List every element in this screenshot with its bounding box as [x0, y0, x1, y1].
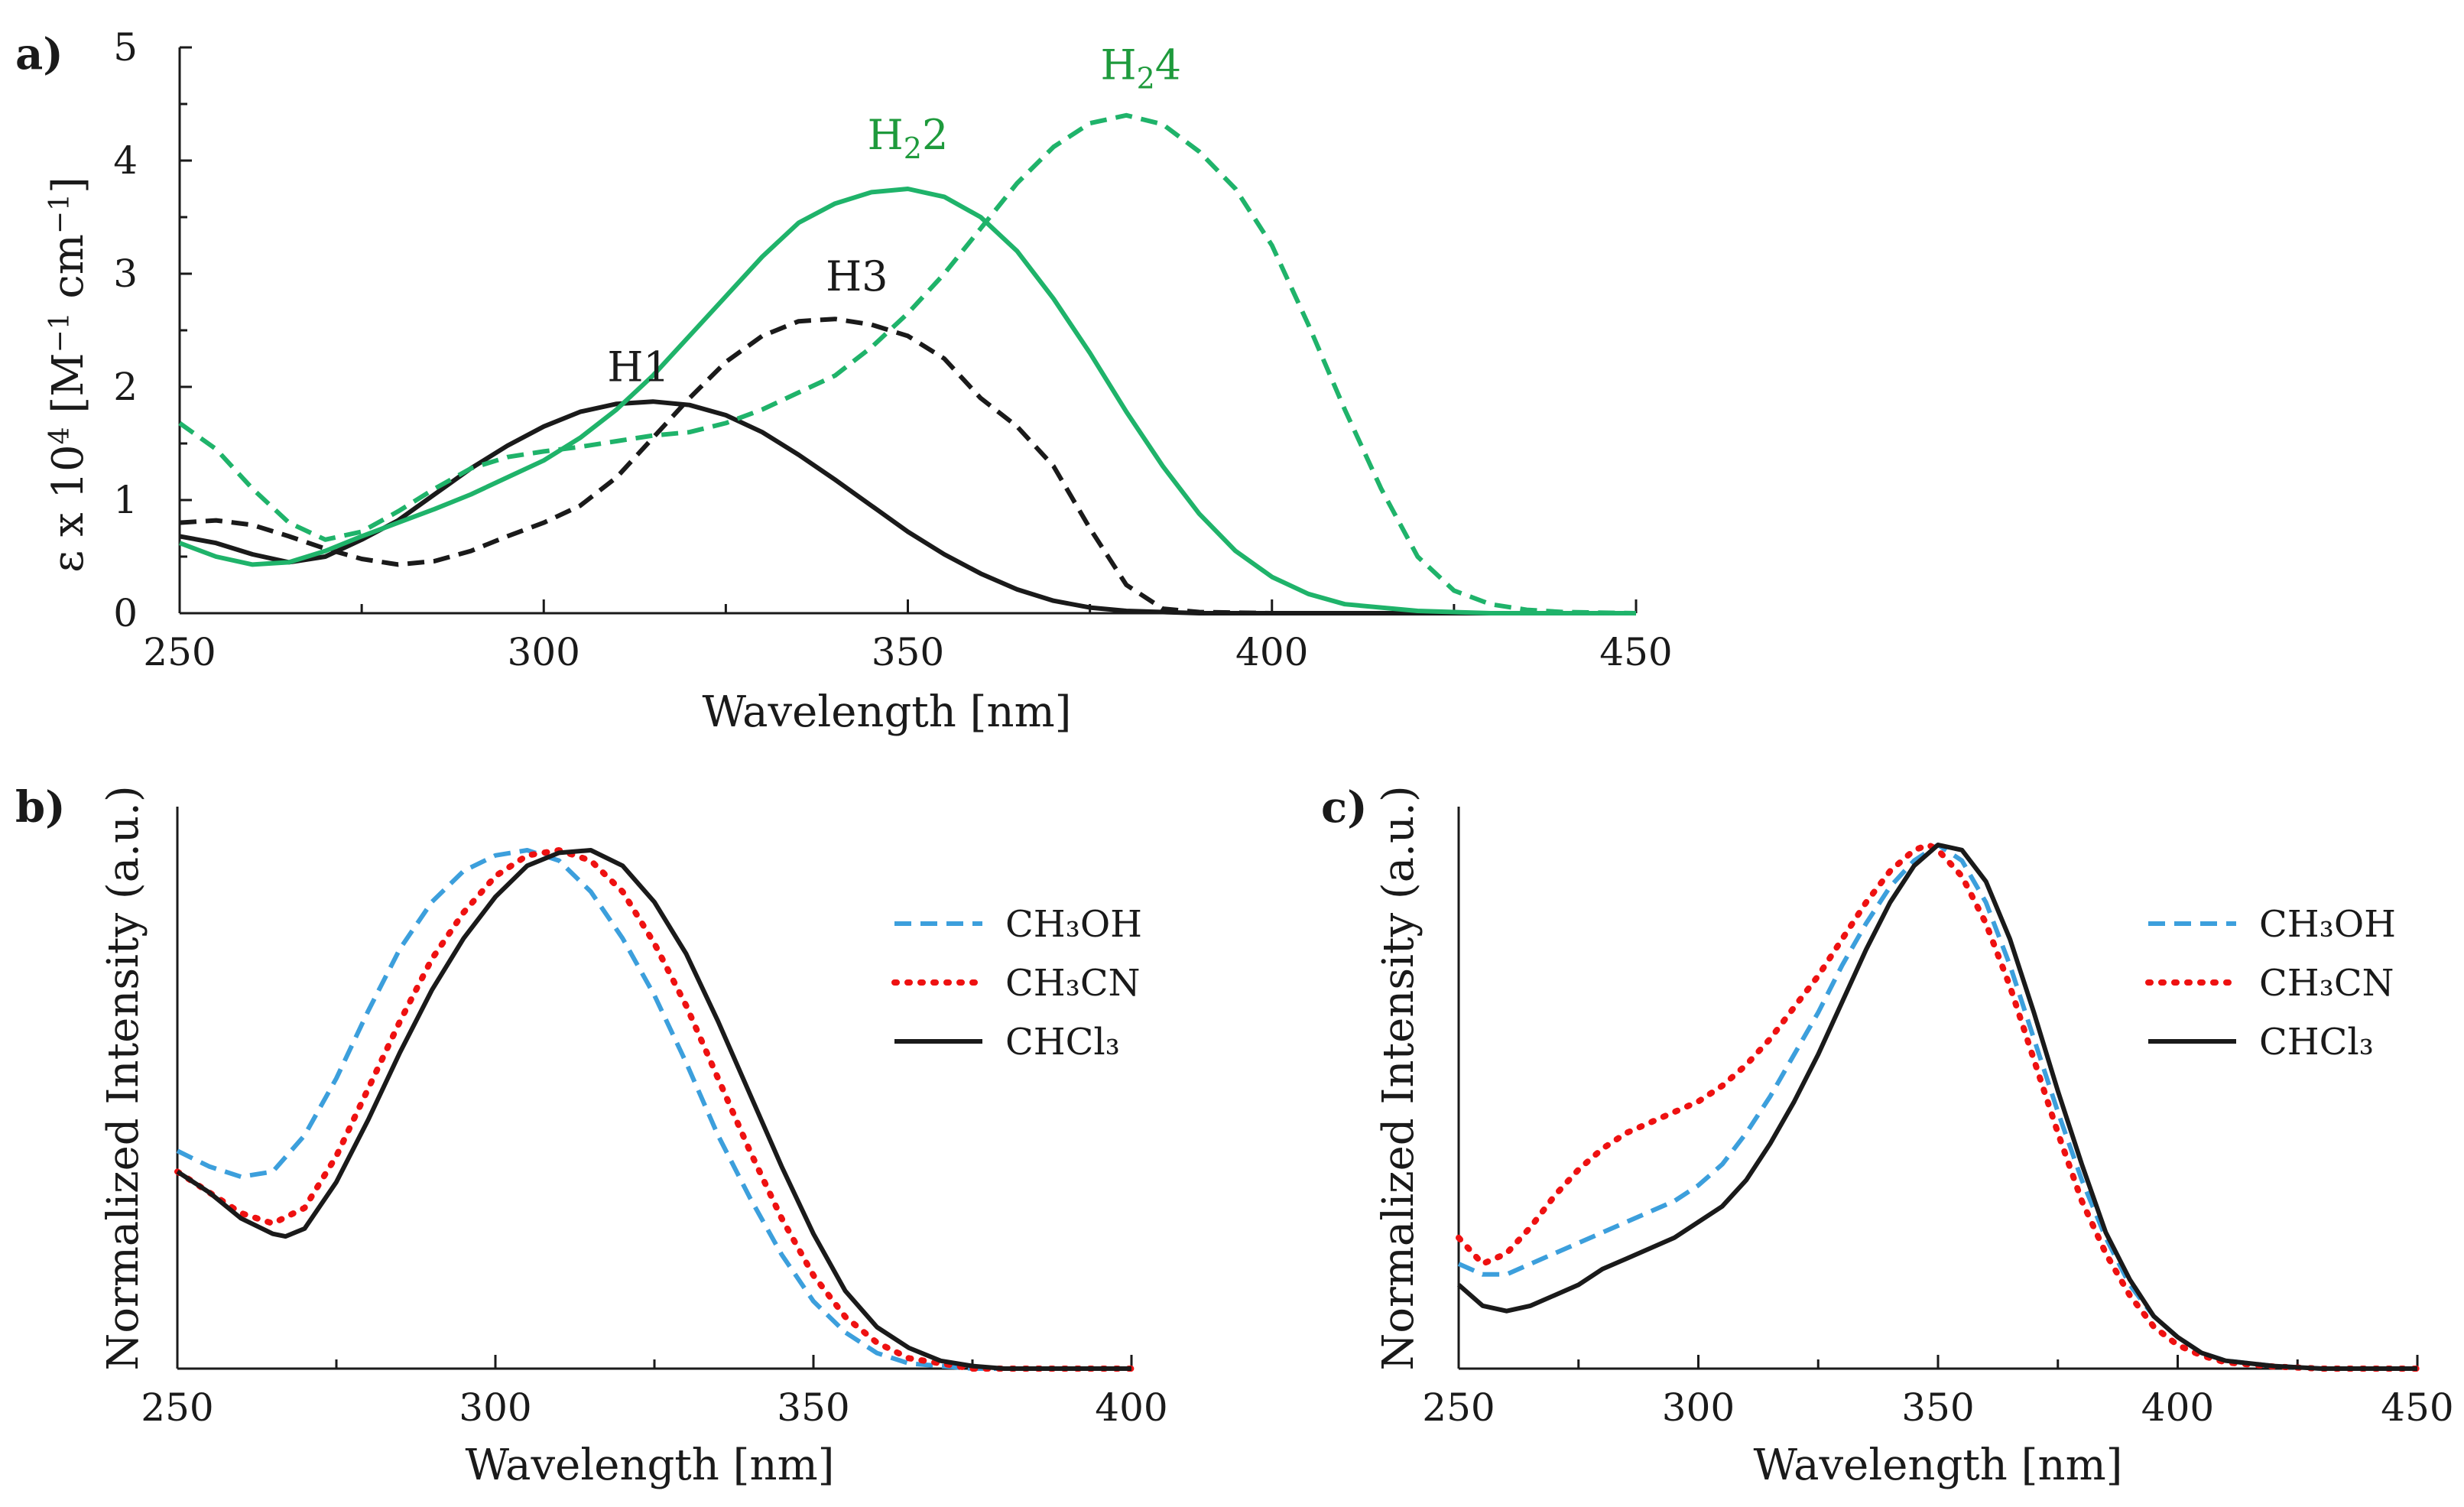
panel-a-x-axis-title: Wavelength [nm]: [702, 687, 1071, 737]
legend-label: CHCl₃: [2259, 1021, 2374, 1064]
chart-panel-a: a) H1 H3 H22 H24 250 300 350 400 450 0 1 2 3 4 5 Wav…: [15, 25, 1673, 737]
legend-label: CH₃CN: [2259, 962, 2394, 1005]
chart-panel-b: b) 250 300 350 400 Wavelength [nm] Normaliz…: [15, 782, 1168, 1490]
series-line-1: [179, 399, 1636, 615]
chart-panel-c: c) 250 300 350 400 450 Wavelength [nm] Norma…: [1321, 782, 2454, 1490]
panel-c-legend: CH₃OH CH₃CN CHCl₃: [2145, 903, 2396, 1064]
legend-label: CH₃CN: [1005, 962, 1141, 1005]
legend-label: CHCl₃: [1005, 1021, 1120, 1064]
panel-a-y-axis-title: ε x 104 [M−1 cm−1]: [44, 177, 93, 573]
panel-b-x-axis-title: Wavelength [nm]: [465, 1440, 834, 1490]
x-tick-label: 350: [1901, 1385, 1974, 1430]
panel-c-y-axis-title: Normalized Intensity (a.u.): [1374, 785, 1424, 1370]
x-tick-label: 350: [872, 630, 944, 674]
y-tick-label: 4: [113, 138, 138, 183]
curve-label: H1: [607, 343, 669, 391]
x-tick-label: 400: [2141, 1385, 2214, 1430]
panel-b-plot-area: [174, 807, 1135, 1372]
x-tick-label: 250: [141, 1385, 213, 1430]
legend-label: CH₃OH: [1005, 903, 1142, 946]
y-tick-label: 0: [113, 591, 138, 635]
x-tick-label: 450: [1599, 630, 1672, 674]
x-tick-label: 300: [1662, 1385, 1735, 1430]
y-tick-label: 2: [113, 365, 138, 409]
x-tick-label: 450: [2381, 1385, 2453, 1430]
panel-b-label: b): [15, 782, 66, 833]
curve-label: H22: [868, 111, 949, 165]
series-line-3: [1457, 843, 2417, 1371]
panel-a-x-tick-labels: 250 300 350 400 450: [143, 630, 1672, 674]
x-tick-label: 300: [459, 1385, 531, 1430]
x-tick-label: 350: [777, 1385, 849, 1430]
series-line-3: [176, 848, 1131, 1371]
series-line-2: [179, 317, 1636, 615]
y-tick-label: 5: [113, 25, 138, 70]
curve-label: H24: [1100, 41, 1181, 95]
x-tick-label: 400: [1095, 1385, 1167, 1430]
x-tick-label: 250: [1422, 1385, 1495, 1430]
series-line-1: [176, 848, 1131, 1371]
y-tick-label: 3: [113, 252, 138, 296]
panel-a-plot-area: H1 H3 H22 H24: [178, 41, 1638, 615]
panel-c-x-axis-title: Wavelength [nm]: [1753, 1440, 2122, 1490]
panel-b-y-axis-title: Normalized Intensity (a.u.): [99, 785, 148, 1370]
x-tick-label: 300: [508, 630, 580, 674]
y-tick-label: 1: [113, 478, 138, 522]
panel-c-label: c): [1321, 782, 1368, 833]
series-line-2: [174, 847, 1135, 1372]
panel-c-x-tick-labels: 250 300 350 400 450: [1422, 1385, 2453, 1430]
legend-label: CH₃OH: [2259, 903, 2396, 946]
x-tick-label: 400: [1235, 630, 1308, 674]
x-tick-label: 250: [143, 630, 216, 674]
curve-label: H3: [826, 252, 888, 300]
panel-a-label: a): [15, 29, 63, 80]
series-line-3: [178, 187, 1636, 615]
series-line-2: [1456, 842, 2420, 1372]
panel-b-legend: CH₃OH CH₃CN CHCl₃: [891, 903, 1142, 1064]
series-line-4: [178, 112, 1637, 615]
panel-b-x-tick-labels: 250 300 350 400: [141, 1385, 1167, 1430]
panel-a-y-tick-labels: 0 1 2 3 4 5: [113, 25, 138, 635]
panel-c-plot-area: [1456, 807, 2420, 1372]
